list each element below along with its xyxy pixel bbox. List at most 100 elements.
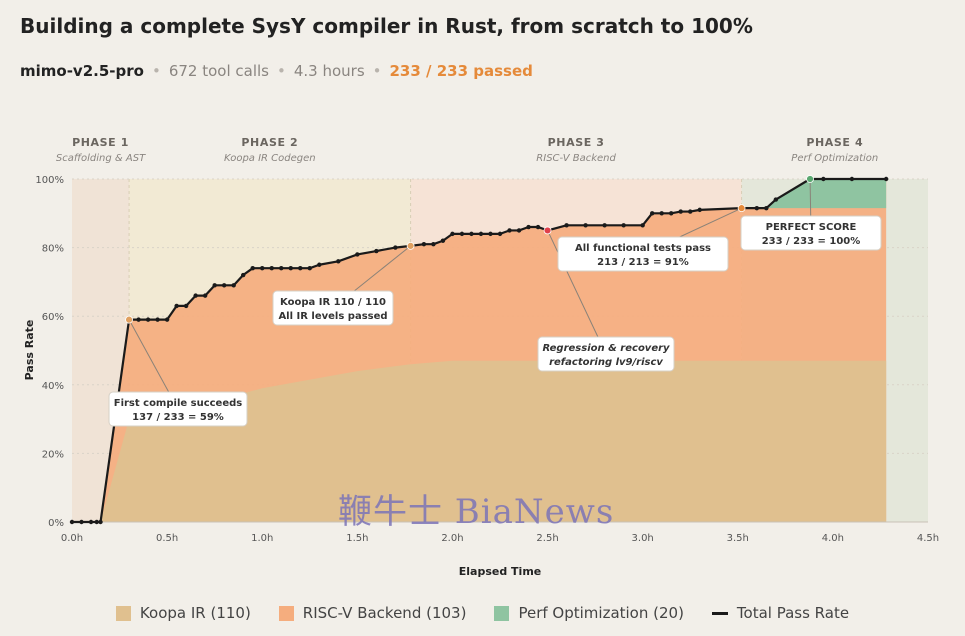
annotation-box: [108, 391, 248, 427]
legend-label-koopa: Koopa IR (110): [139, 604, 251, 622]
data-point: [155, 317, 160, 322]
data-point: [193, 293, 198, 298]
passed-count: 233 / 233 passed: [389, 62, 533, 80]
legend-label-total: Total Pass Rate: [736, 604, 850, 622]
data-point: [583, 223, 588, 228]
y-tick-label: 20%: [42, 449, 64, 460]
data-point: [69, 519, 75, 525]
legend-swatch-riscv: [278, 605, 294, 621]
watermark-logo: 鞭牛士 BiaNews: [338, 492, 615, 532]
page-title: Building a complete SysY compiler in Rus…: [20, 14, 753, 38]
data-point: [98, 519, 103, 525]
model-name: mimo-v2.5-pro: [20, 62, 144, 80]
data-point: [669, 211, 674, 216]
y-tick-label: 100%: [35, 175, 64, 186]
data-point: [393, 245, 398, 250]
data-point: [507, 228, 512, 233]
annotation-text: 137 / 233 = 59%: [132, 412, 224, 423]
legend-swatch-perf: [494, 605, 510, 621]
legend-swatch-total-line: [711, 611, 728, 615]
key-point-marker: [737, 204, 746, 213]
y-tick-label: 0%: [48, 518, 64, 529]
elapsed-hours: 4.3 hours: [293, 62, 365, 80]
annotation-connector: [547, 230, 607, 355]
data-point: [440, 238, 446, 243]
data-point: [469, 231, 474, 237]
data-point: [317, 262, 322, 267]
data-point: [659, 211, 664, 216]
key-point-marker: [543, 226, 552, 235]
key-point-marker: [125, 315, 133, 324]
data-point: [602, 223, 607, 228]
data-point: [688, 209, 693, 214]
annotation-box: [272, 290, 394, 326]
chart-legend: Koopa IR (110) RISC-V Backend (103) Perf…: [0, 604, 965, 622]
data-point: [164, 317, 170, 322]
data-point: [88, 519, 94, 525]
annotation-text: 233 / 233 = 100%: [762, 236, 861, 247]
legend-item-perf: Perf Optimization (20): [494, 604, 684, 622]
area-perf-optimization: [741, 179, 887, 209]
phase-subtitle: RISC-V Backend: [536, 153, 616, 164]
phase-title: PHASE 3: [548, 136, 605, 149]
x-tick-label: 4.0h: [822, 533, 844, 544]
annotation-box: [557, 236, 729, 272]
data-point: [764, 205, 769, 211]
y-tick-label: 80%: [42, 244, 64, 255]
data-point: [202, 293, 208, 298]
annotation-text: Regression & recovery: [542, 343, 670, 354]
total-pass-rate-line: [72, 177, 887, 524]
separator-dot: •: [276, 62, 286, 80]
legend-swatch-koopa: [115, 605, 131, 621]
annotation-text: 213 / 213 = 91%: [597, 257, 689, 268]
data-point: [516, 228, 522, 233]
data-point: [336, 259, 341, 264]
data-point: [640, 223, 645, 228]
data-point: [649, 211, 655, 216]
data-point: [621, 223, 626, 228]
data-point: [298, 265, 303, 271]
data-point: [136, 317, 141, 322]
y-tick-label: 40%: [42, 381, 64, 392]
subtitle-row: mimo-v2.5-pro • 672 tool calls • 4.3 hours • 2…: [20, 62, 533, 80]
data-point: [564, 223, 569, 228]
data-point: [678, 209, 683, 214]
data-point: [145, 317, 151, 322]
data-point: [241, 272, 246, 278]
phase-title: PHASE 4: [806, 136, 863, 149]
data-point: [79, 519, 84, 525]
phase-title: PHASE 1: [72, 136, 129, 149]
phase-subtitle: Scaffolding & AST: [56, 153, 146, 164]
data-point: [754, 205, 759, 211]
data-point: [279, 265, 284, 271]
data-point: [221, 283, 227, 288]
data-point: [307, 265, 312, 271]
annotation-text: PERFECT SCORE: [766, 222, 857, 233]
data-point: [497, 231, 503, 237]
data-point: [535, 224, 541, 230]
tool-calls-count: 672 tool calls: [168, 62, 269, 80]
data-point: [269, 265, 274, 271]
data-point: [183, 303, 189, 309]
data-point: [94, 519, 99, 525]
x-tick-label: 2.0h: [441, 533, 463, 544]
x-tick-label: 3.0h: [632, 533, 654, 544]
legend-label-perf: Perf Optimization (20): [518, 604, 684, 622]
x-axis-label: Elapsed Time: [459, 565, 542, 578]
data-point: [431, 241, 436, 247]
data-point: [478, 231, 484, 237]
x-tick-label: 0.5h: [156, 533, 178, 544]
annotation-box: [740, 215, 882, 251]
data-point: [526, 224, 531, 230]
data-point: [697, 207, 702, 213]
y-axis-label: Pass Rate: [23, 320, 36, 381]
data-point: [821, 176, 826, 182]
data-point: [374, 248, 379, 254]
annotation-text: refactoring lv9/riscv: [549, 357, 663, 368]
data-point: [212, 283, 217, 288]
data-point: [231, 283, 236, 288]
data-point: [421, 241, 427, 247]
data-point: [355, 252, 360, 257]
data-point: [849, 176, 855, 182]
phase-subtitle: Koopa IR Codegen: [224, 153, 316, 164]
